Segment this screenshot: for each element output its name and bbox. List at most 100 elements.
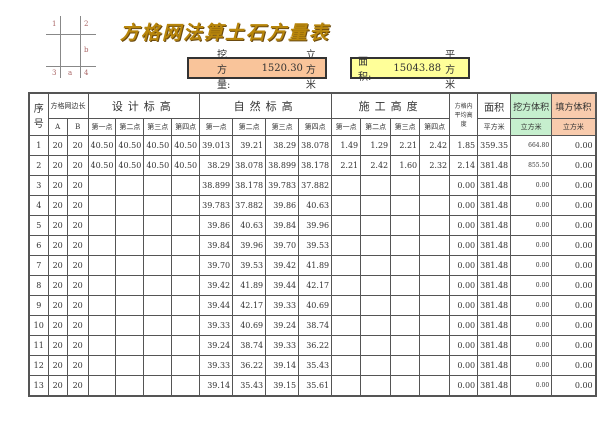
table-cell[interactable]: 39.33 (199, 355, 234, 376)
table-cell[interactable]: 39.53 (298, 235, 333, 256)
table-cell[interactable] (419, 295, 451, 316)
table-cell[interactable] (87, 375, 117, 397)
table-cell[interactable]: 381.48 (477, 315, 512, 336)
table-cell[interactable]: 39.53 (232, 255, 267, 276)
table-cell[interactable]: 0.00 (551, 315, 597, 336)
table-cell[interactable]: 20 (47, 275, 68, 296)
table-cell[interactable]: 2 (28, 155, 49, 176)
table-cell[interactable] (115, 255, 145, 276)
table-cell[interactable]: 8 (28, 275, 49, 296)
table-cell[interactable] (87, 315, 117, 336)
table-cell[interactable] (360, 275, 392, 296)
table-cell[interactable]: 6 (28, 235, 49, 256)
table-cell[interactable] (360, 255, 392, 276)
table-cell[interactable]: 39.44 (265, 275, 300, 296)
table-cell[interactable]: 20 (66, 335, 89, 356)
table-cell[interactable] (115, 235, 145, 256)
table-cell[interactable]: 39.24 (265, 315, 300, 336)
table-cell[interactable] (419, 255, 451, 276)
table-cell[interactable]: 1.85 (449, 135, 479, 156)
table-cell[interactable]: 0.00 (551, 235, 597, 256)
table-cell[interactable] (331, 195, 362, 216)
table-cell[interactable]: 39.86 (199, 215, 234, 236)
table-cell[interactable] (171, 355, 201, 376)
table-cell[interactable]: 2.42 (360, 155, 392, 176)
table-cell[interactable] (390, 375, 421, 397)
table-cell[interactable] (171, 235, 201, 256)
table-cell[interactable] (331, 295, 362, 316)
table-cell[interactable]: 40.50 (143, 155, 173, 176)
table-cell[interactable]: 39.84 (265, 215, 300, 236)
table-cell[interactable] (390, 295, 421, 316)
table-cell[interactable]: 0.00 (551, 135, 597, 156)
table-cell[interactable] (115, 295, 145, 316)
table-cell[interactable] (419, 375, 451, 397)
table-cell[interactable] (143, 235, 173, 256)
table-cell[interactable] (171, 335, 201, 356)
table-cell[interactable]: 0.00 (510, 255, 553, 276)
table-cell[interactable] (87, 175, 117, 196)
table-cell[interactable] (331, 275, 362, 296)
table-cell[interactable]: 38.74 (298, 315, 333, 336)
table-cell[interactable]: 0.00 (510, 175, 553, 196)
table-cell[interactable]: 40.50 (143, 135, 173, 156)
table-cell[interactable] (171, 315, 201, 336)
table-cell[interactable] (143, 315, 173, 336)
table-cell[interactable]: 20 (47, 195, 68, 216)
table-cell[interactable]: 37.882 (232, 195, 267, 216)
table-cell[interactable] (419, 275, 451, 296)
table-cell[interactable] (171, 195, 201, 216)
table-cell[interactable]: 381.48 (477, 355, 512, 376)
table-cell[interactable]: 0.00 (449, 355, 479, 376)
table-cell[interactable]: 0.00 (510, 375, 553, 397)
table-cell[interactable] (360, 175, 392, 196)
table-cell[interactable] (115, 215, 145, 236)
table-cell[interactable] (115, 355, 145, 376)
table-cell[interactable]: 38.899 (265, 155, 300, 176)
table-cell[interactable]: 0.00 (449, 275, 479, 296)
table-cell[interactable] (87, 295, 117, 316)
table-cell[interactable]: 39.84 (199, 235, 234, 256)
table-cell[interactable] (143, 355, 173, 376)
table-cell[interactable]: 40.50 (87, 155, 117, 176)
table-cell[interactable] (360, 215, 392, 236)
table-cell[interactable]: 20 (66, 275, 89, 296)
table-cell[interactable]: 38.29 (265, 135, 300, 156)
table-cell[interactable]: 20 (47, 295, 68, 316)
table-cell[interactable] (331, 235, 362, 256)
table-cell[interactable]: 0.00 (510, 315, 553, 336)
table-cell[interactable]: 20 (66, 135, 89, 156)
table-cell[interactable]: 20 (47, 175, 68, 196)
table-cell[interactable]: 39.86 (265, 195, 300, 216)
table-cell[interactable]: 1.49 (331, 135, 362, 156)
table-cell[interactable]: 39.33 (199, 315, 234, 336)
table-cell[interactable]: 381.48 (477, 215, 512, 236)
table-cell[interactable]: 0.00 (449, 235, 479, 256)
table-cell[interactable] (143, 175, 173, 196)
table-cell[interactable]: 40.63 (232, 215, 267, 236)
table-cell[interactable] (419, 215, 451, 236)
table-cell[interactable]: 0.00 (510, 275, 553, 296)
table-cell[interactable]: 35.61 (298, 375, 333, 397)
table-cell[interactable]: 4 (28, 195, 49, 216)
table-cell[interactable]: 40.50 (115, 135, 145, 156)
table-cell[interactable]: 20 (47, 375, 68, 397)
table-cell[interactable]: 38.078 (232, 155, 267, 176)
table-cell[interactable] (360, 375, 392, 397)
table-cell[interactable]: 42.17 (232, 295, 267, 316)
table-cell[interactable] (115, 275, 145, 296)
table-cell[interactable]: 40.50 (115, 155, 145, 176)
table-cell[interactable] (115, 335, 145, 356)
table-cell[interactable]: 0.00 (510, 195, 553, 216)
table-cell[interactable]: 2.21 (331, 155, 362, 176)
table-cell[interactable] (331, 255, 362, 276)
table-cell[interactable]: 40.50 (171, 155, 201, 176)
table-cell[interactable]: 1 (28, 135, 49, 156)
table-cell[interactable] (360, 355, 392, 376)
table-cell[interactable] (360, 235, 392, 256)
table-cell[interactable]: 359.35 (477, 135, 512, 156)
table-cell[interactable]: 39.783 (265, 175, 300, 196)
table-cell[interactable]: 35.43 (298, 355, 333, 376)
table-cell[interactable]: 38.74 (232, 335, 267, 356)
table-cell[interactable]: 11 (28, 335, 49, 356)
